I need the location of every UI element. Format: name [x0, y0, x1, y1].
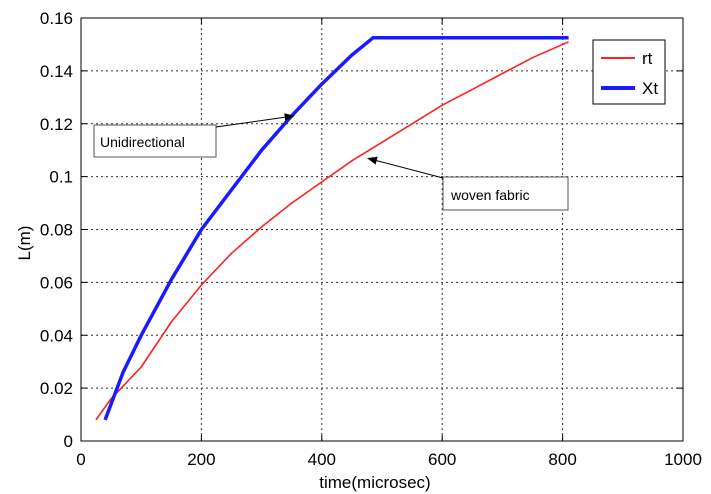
- grid: [81, 18, 683, 441]
- annotation-woven-fabric: woven fabric: [366, 156, 569, 211]
- arrow-head: [284, 113, 295, 122]
- x-tick-label: 400: [308, 450, 336, 469]
- y-tick-label: 0.14: [40, 62, 73, 81]
- y-tick-label: 0.08: [40, 221, 73, 240]
- x-tick-label: 1000: [664, 450, 702, 469]
- y-tick-label: 0.12: [40, 115, 73, 134]
- y-tick-label: 0.04: [40, 326, 73, 345]
- series-line-xt: [103, 36, 569, 421]
- legend-label-rt: rt: [642, 49, 653, 68]
- annotations: Unidirectional woven fabric: [93, 113, 569, 211]
- y-tick-label: 0.06: [40, 273, 73, 292]
- annotation-arrow: [376, 160, 444, 179]
- x-tick-label: 0: [76, 450, 85, 469]
- y-axis-label: L(m): [15, 226, 34, 261]
- series-line-rt: [95, 41, 569, 421]
- annotation-box: [93, 124, 217, 158]
- x-tick-label: 600: [428, 450, 456, 469]
- legend: rt Xt: [592, 39, 666, 105]
- y-tick-label: 0.16: [40, 9, 73, 28]
- legend-label-xt: Xt: [642, 79, 658, 98]
- y-tick-label: 0: [64, 432, 73, 451]
- annotation-box: [442, 176, 569, 211]
- series-layer: [95, 36, 569, 421]
- annotation-unidirectional: Unidirectional: [93, 113, 295, 158]
- arrow-head: [366, 156, 378, 165]
- y-tick-label: 0.1: [49, 168, 73, 187]
- annotation-label: Unidirectional: [100, 134, 185, 150]
- annotation-label: woven fabric: [450, 187, 530, 203]
- x-axis-label: time(microsec): [319, 473, 430, 492]
- annotation-arrow: [215, 116, 285, 128]
- x-tick-label: 200: [187, 450, 215, 469]
- y-tick-label: 0.02: [40, 379, 73, 398]
- legend-box: [592, 39, 666, 105]
- ticks: 0 200 400 600 800 1000 0 0.02 0.04 0.06 0.08 0.1 0.1…: [40, 9, 702, 469]
- x-tick-label: 800: [548, 450, 576, 469]
